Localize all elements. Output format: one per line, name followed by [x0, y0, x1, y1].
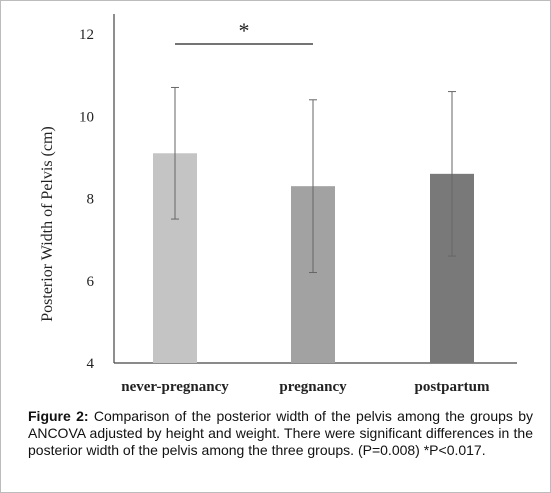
y-tick-label: 8 [87, 192, 95, 208]
caption-label: Figure 2: [28, 408, 89, 424]
x-tick-label: pregnancy [279, 379, 347, 395]
x-tick-label: postpartum [414, 379, 490, 395]
significance-marker: * [239, 18, 250, 43]
y-tick-label: 10 [79, 109, 94, 125]
caption-text: Comparison of the posterior width of the… [28, 408, 534, 458]
figure-caption: Figure 2: Comparison of the posterior wi… [28, 408, 533, 459]
y-tick-label: 6 [87, 274, 95, 290]
y-axis-label: Posterior Width of Pelvis (cm) [39, 126, 56, 321]
y-tick-label: 4 [87, 356, 95, 372]
y-tick-label: 12 [79, 27, 94, 43]
plot-area: 4 6 8 10 12 never-pregnancy pregnancy postpartu… [79, 14, 517, 395]
x-tick-label: never-pregnancy [121, 379, 229, 395]
bar-chart: 4 6 8 10 12 never-pregnancy pregnancy postpartu… [39, 14, 517, 395]
